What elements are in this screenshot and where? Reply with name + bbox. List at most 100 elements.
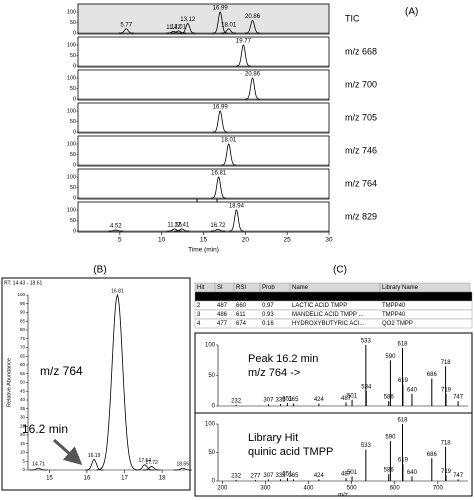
y-tick-label: 5 xyxy=(22,458,25,463)
y-tick-label: 10 xyxy=(20,450,26,455)
peak xyxy=(211,176,227,199)
peak xyxy=(96,293,139,471)
table-cell: 2 xyxy=(197,303,201,309)
y-tick-label: 100 xyxy=(67,207,76,213)
peak-label: 16.81 xyxy=(111,288,124,294)
panel-label: (B) xyxy=(93,265,106,276)
y-tick-label: 100 xyxy=(67,141,76,147)
peak-label: 590 xyxy=(385,435,396,441)
panel-label: (A) xyxy=(405,7,418,18)
peak-label: 17.54 xyxy=(139,458,152,464)
table-cell: QO2 TMPP xyxy=(382,294,413,300)
table-cell: 97.18 xyxy=(262,294,278,300)
x-tick-label: 400 xyxy=(304,486,315,492)
annotation: quinic acid TMPP xyxy=(248,446,333,458)
peak-label: 232 xyxy=(231,473,242,479)
peak-label: 686 xyxy=(427,372,438,378)
y-tick-label: 25 xyxy=(20,423,26,428)
peak-label: 365 xyxy=(288,473,299,479)
peak-label: 232 xyxy=(231,398,242,404)
y-tick-label: 60 xyxy=(20,362,26,367)
peak-label: 19.77 xyxy=(236,39,252,45)
y-tick-label: 50 xyxy=(70,185,76,191)
table-header: Library Name xyxy=(382,285,419,291)
y-tick-label: 100 xyxy=(67,42,76,48)
arrow xyxy=(53,438,83,465)
peak-label: 747 xyxy=(453,395,464,401)
table-cell: 0.97 xyxy=(262,303,274,309)
x-tick-label: 200 xyxy=(217,486,228,492)
x-tick-label: 600 xyxy=(390,486,401,492)
y-tick-label: 15 xyxy=(20,441,26,446)
peak-label: 17.72 xyxy=(145,460,158,466)
peak-label: 16.99 xyxy=(213,105,229,111)
y-tick-label: 30 xyxy=(20,415,26,420)
peak-label: 533 xyxy=(361,443,372,449)
table-cell: 0.16 xyxy=(262,321,274,327)
table-cell: 486 xyxy=(217,312,228,318)
peak xyxy=(221,143,237,166)
table-header: Name xyxy=(292,285,309,291)
peak-label: 18.94 xyxy=(229,204,245,210)
y-tick-label: 50 xyxy=(70,86,76,92)
peak-label: 747 xyxy=(453,473,464,479)
y-tick-label: 55 xyxy=(20,371,26,376)
peak-label: 351 xyxy=(282,397,293,403)
peak-label: 18.01 xyxy=(221,22,237,28)
peak-label: 487 xyxy=(341,396,352,402)
table-cell: 0.93 xyxy=(262,312,274,318)
trace-frame xyxy=(77,168,330,200)
x-tick-label: 700 xyxy=(433,486,444,492)
y-tick-label: 0 xyxy=(73,96,76,102)
peak-label: 277 xyxy=(250,473,261,479)
trace-name: m/z 705 xyxy=(345,112,377,122)
y-tick-label: 50 xyxy=(70,152,76,158)
peak-label: 618 xyxy=(397,342,408,348)
y-tick-label: 50 xyxy=(70,20,76,26)
table-cell: 1 xyxy=(197,294,201,300)
y-tick-label: 35 xyxy=(20,406,26,411)
trace-name: m/z 764 xyxy=(345,178,377,188)
table-cell: LACTIC ACID TMPP xyxy=(292,303,347,309)
peak-label: 12.41 xyxy=(174,222,190,228)
x-tick-label: 500 xyxy=(347,486,358,492)
peak-label: 20.86 xyxy=(245,14,261,20)
y-tick-label: 100 xyxy=(67,9,76,15)
peak xyxy=(236,44,251,67)
peak-label: 719 xyxy=(441,469,452,475)
y-tick-label: 0 xyxy=(212,479,216,485)
x-tick-label: 20 xyxy=(242,237,250,244)
trace-frame xyxy=(77,135,330,167)
x-tick-label: 17 xyxy=(121,476,128,482)
y-tick-label: 0 xyxy=(73,162,76,168)
y-tick-label: 50 xyxy=(208,450,215,456)
trace-name: m/z 700 xyxy=(345,79,377,89)
peak-label: 16.19 xyxy=(88,453,101,459)
trace-frame xyxy=(77,102,330,134)
peak-label: 307 xyxy=(263,473,274,479)
trace-frame xyxy=(77,69,330,101)
y-tick-label: 0 xyxy=(73,30,76,36)
peak xyxy=(135,464,154,471)
x-tick-label: 300 xyxy=(260,486,271,492)
y-tick-label: 95 xyxy=(20,301,26,306)
y-tick-label: 0 xyxy=(212,404,216,410)
peak-label: 718 xyxy=(441,440,452,446)
table-cell: TMPP40 xyxy=(382,312,406,318)
annotation: m/z 764 xyxy=(40,364,83,378)
peak-label: 718 xyxy=(441,360,452,366)
peak-label: 335 xyxy=(275,398,286,404)
x-axis-label: m/z xyxy=(338,493,348,499)
table-header: RSI xyxy=(236,285,246,291)
peak-label: 619 xyxy=(398,378,409,384)
table-cell: 674 xyxy=(236,321,247,327)
peak-label: 487 xyxy=(341,472,352,478)
x-tick-label: 18 xyxy=(159,476,166,482)
y-tick-label: 0 xyxy=(22,467,25,472)
y-tick-label: 100 xyxy=(205,422,216,428)
annotation: Library Hit xyxy=(248,432,298,444)
table-header: SI xyxy=(217,285,223,291)
trace-name: TIC xyxy=(345,13,360,23)
y-tick-label: 0 xyxy=(73,129,76,135)
